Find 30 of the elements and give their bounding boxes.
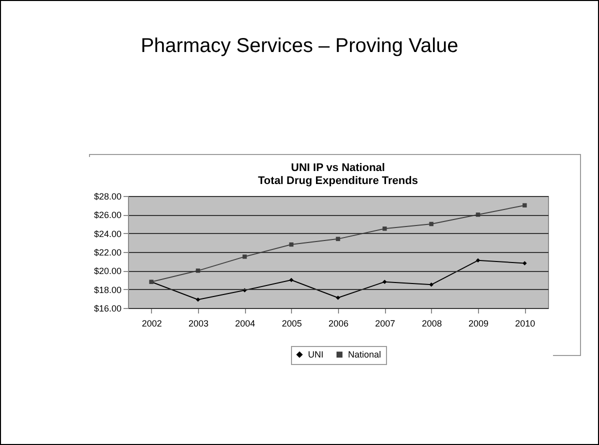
y-tick-label: $22.00 xyxy=(94,248,122,258)
chart-title: Pharmacy Services – Proving Value xyxy=(140,35,460,58)
point xyxy=(522,261,527,266)
x-tick-label: 2006 xyxy=(328,318,349,328)
x-tick-label: 2010 xyxy=(515,318,536,328)
x-tick-label: 2005 xyxy=(282,318,302,328)
y-tick-label: $28.00 xyxy=(94,192,122,202)
x-tick-label: 2008 xyxy=(422,318,442,328)
y-tick-label: $16.00 xyxy=(94,304,122,314)
legend-label: UNI xyxy=(308,350,324,360)
point xyxy=(196,297,200,302)
x-tick-label: 2002 xyxy=(142,318,162,328)
point xyxy=(429,222,434,226)
y-tick-label: $18.00 xyxy=(94,284,122,295)
x-tick-label: 2007 xyxy=(375,318,396,328)
point xyxy=(476,258,480,263)
legend-label: National xyxy=(348,350,382,360)
point xyxy=(289,242,294,247)
y-tick-label: $24.00 xyxy=(94,228,122,239)
x-tick-label: 2004 xyxy=(235,318,256,328)
point xyxy=(242,254,247,259)
y-tick-label: $26.00 xyxy=(94,210,122,220)
y-tick-label: $20.00 xyxy=(94,266,122,276)
point xyxy=(429,282,434,287)
point xyxy=(522,203,527,208)
x-tick-label: 2003 xyxy=(188,318,209,328)
point xyxy=(382,226,387,231)
x-tick-label: 2009 xyxy=(468,318,489,328)
point xyxy=(382,280,387,284)
chart-subtitle: UNI IP vs National Total Drug Expenditure Trends xyxy=(258,162,418,187)
